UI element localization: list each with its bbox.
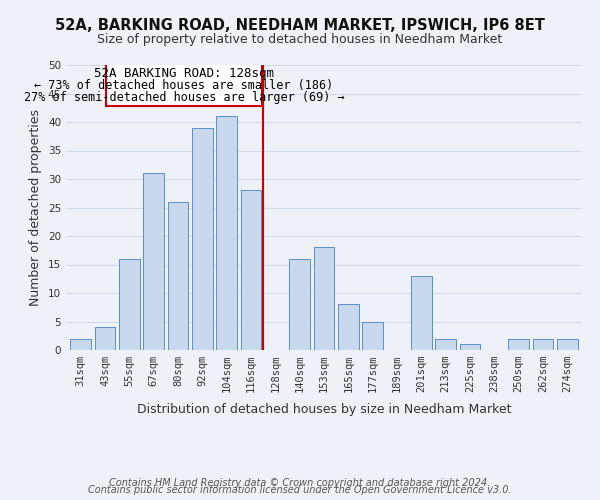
- Text: Contains public sector information licensed under the Open Government Licence v3: Contains public sector information licen…: [88, 485, 512, 495]
- Bar: [533, 338, 553, 350]
- Bar: [70, 338, 91, 350]
- Bar: [460, 344, 481, 350]
- Bar: [411, 276, 432, 350]
- Text: ← 73% of detached houses are smaller (186): ← 73% of detached houses are smaller (18…: [34, 79, 334, 92]
- Bar: [192, 128, 212, 350]
- Bar: [508, 338, 529, 350]
- Text: 52A BARKING ROAD: 128sqm: 52A BARKING ROAD: 128sqm: [94, 68, 274, 80]
- Text: 27% of semi-detached houses are larger (69) →: 27% of semi-detached houses are larger (…: [24, 91, 344, 104]
- Bar: [241, 190, 262, 350]
- Bar: [436, 338, 456, 350]
- Bar: [338, 304, 359, 350]
- Text: Size of property relative to detached houses in Needham Market: Size of property relative to detached ho…: [97, 32, 503, 46]
- Text: Contains HM Land Registry data © Crown copyright and database right 2024.: Contains HM Land Registry data © Crown c…: [109, 478, 491, 488]
- FancyBboxPatch shape: [106, 62, 262, 106]
- Bar: [119, 259, 140, 350]
- Bar: [314, 248, 334, 350]
- Bar: [216, 116, 237, 350]
- Bar: [557, 338, 578, 350]
- Bar: [362, 322, 383, 350]
- Bar: [167, 202, 188, 350]
- Bar: [95, 327, 115, 350]
- X-axis label: Distribution of detached houses by size in Needham Market: Distribution of detached houses by size …: [137, 404, 511, 416]
- Bar: [143, 174, 164, 350]
- Y-axis label: Number of detached properties: Number of detached properties: [29, 109, 43, 306]
- Text: 52A, BARKING ROAD, NEEDHAM MARKET, IPSWICH, IP6 8ET: 52A, BARKING ROAD, NEEDHAM MARKET, IPSWI…: [55, 18, 545, 32]
- Bar: [289, 259, 310, 350]
